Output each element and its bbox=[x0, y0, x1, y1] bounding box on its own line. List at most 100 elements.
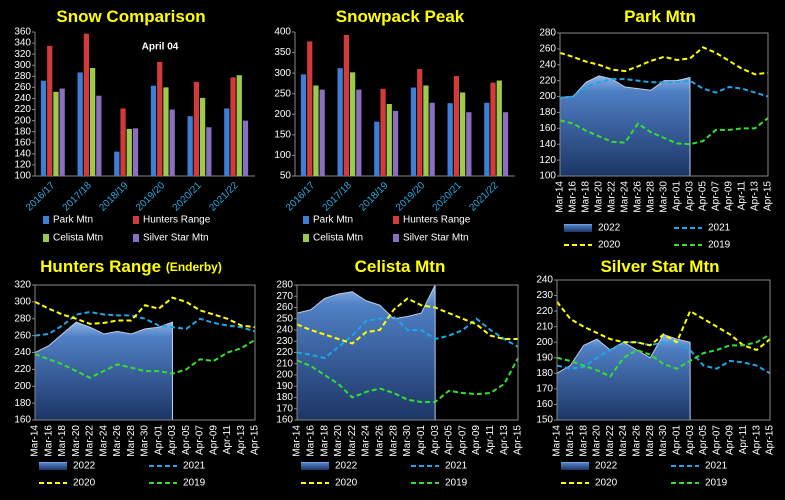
bar bbox=[313, 85, 319, 176]
y-tick-label: 170 bbox=[276, 403, 293, 414]
chart-title: Silver Star Mtn bbox=[600, 257, 719, 276]
line bbox=[559, 117, 769, 146]
title-text: Park Mtn bbox=[624, 7, 696, 26]
legend-swatch bbox=[39, 462, 67, 470]
bar bbox=[350, 72, 356, 176]
x-tick-label: Apr-01 bbox=[671, 425, 682, 455]
x-tick-label: 2017/18 bbox=[321, 180, 355, 214]
legend-swatch bbox=[303, 234, 309, 242]
legend-label: 2019 bbox=[445, 478, 468, 489]
legend-label: Park Mtn bbox=[313, 215, 353, 226]
x-tick-label: Apr-07 bbox=[711, 425, 722, 455]
bar bbox=[386, 104, 392, 176]
x-tick-label: Mar-22 bbox=[605, 425, 616, 457]
bar bbox=[417, 69, 423, 176]
x-tick-label: 2018/19 bbox=[357, 180, 391, 214]
x-tick-label: 2016/17 bbox=[284, 180, 318, 214]
title-text: Snowpack Peak bbox=[336, 7, 465, 26]
x-tick-label: Apr-09 bbox=[471, 425, 482, 455]
bar bbox=[447, 103, 453, 176]
chart-panel: Park Mtn 100 120 140 160 180 200 220 240 260 280 Ma… bbox=[539, 7, 773, 250]
x-tick-label: 2019/20 bbox=[134, 180, 168, 214]
x-tick-label: Apr-07 bbox=[457, 425, 468, 455]
x-tick-label: Apr-05 bbox=[698, 425, 709, 455]
y-tick-label: 160 bbox=[14, 137, 31, 148]
y-tick-label: 220 bbox=[536, 306, 553, 317]
y-tick-label: 280 bbox=[539, 28, 556, 39]
x-tick-label: Mar-28 bbox=[646, 181, 657, 213]
y-tick-label: 140 bbox=[539, 139, 556, 150]
legend-label: 2020 bbox=[595, 478, 618, 489]
x-tick-label: Mar-30 bbox=[402, 425, 413, 457]
x-tick-label: Mar-14 bbox=[555, 181, 566, 213]
y-tick-label: 200 bbox=[539, 91, 556, 102]
x-tick-label: Apr-11 bbox=[738, 425, 749, 455]
x-tick-label: Apr-03 bbox=[685, 425, 696, 455]
legend-label: Hunters Range bbox=[403, 215, 471, 226]
bar bbox=[496, 80, 502, 176]
x-tick-label: Apr-13 bbox=[236, 425, 247, 455]
legend-label: 2021 bbox=[445, 461, 468, 472]
x-tick-label: Mar-30 bbox=[140, 425, 151, 457]
legend-swatch bbox=[301, 462, 329, 470]
legend-label: 2019 bbox=[705, 478, 728, 489]
bar bbox=[230, 77, 236, 176]
bar bbox=[343, 34, 349, 176]
legend-swatch bbox=[43, 234, 49, 242]
y-tick-label: 180 bbox=[14, 398, 31, 409]
x-tick-label: Apr-03 bbox=[685, 181, 696, 211]
bar bbox=[187, 116, 193, 176]
bar bbox=[114, 151, 120, 176]
x-tick-label: Mar-18 bbox=[57, 425, 68, 457]
title-text: Silver Star Mtn bbox=[600, 257, 719, 276]
y-tick-label: 230 bbox=[536, 290, 553, 301]
y-tick-label: 240 bbox=[276, 325, 293, 336]
x-tick-label: Mar-24 bbox=[620, 181, 631, 213]
legend-label: 2022 bbox=[598, 223, 621, 234]
x-tick-label: 2020/21 bbox=[431, 180, 465, 214]
y-tick-label: 160 bbox=[276, 415, 293, 426]
bar bbox=[423, 85, 429, 176]
chart-title: Snowpack Peak bbox=[336, 7, 465, 26]
x-tick-label: Mar-30 bbox=[658, 425, 669, 457]
y-tick-label: 250 bbox=[274, 88, 291, 99]
bar bbox=[132, 128, 139, 176]
bar bbox=[307, 41, 313, 176]
x-tick-label: Apr-11 bbox=[485, 425, 496, 455]
legend-swatch bbox=[393, 216, 399, 224]
x-tick-label: 2020/21 bbox=[171, 180, 205, 214]
x-tick-label: Mar-22 bbox=[347, 425, 358, 457]
y-tick-label: 160 bbox=[539, 123, 556, 134]
bar bbox=[150, 85, 157, 176]
title-text: Hunters Range bbox=[40, 257, 161, 276]
bar bbox=[356, 89, 362, 176]
x-tick-label: Apr-13 bbox=[499, 425, 510, 455]
bar bbox=[236, 75, 242, 176]
y-tick-label: 260 bbox=[276, 302, 293, 313]
x-tick-label: Mar-28 bbox=[645, 425, 656, 457]
y-tick-label: 240 bbox=[536, 275, 553, 286]
y-tick-label: 260 bbox=[14, 82, 31, 93]
plot-frame bbox=[296, 284, 519, 421]
x-tick-label: Mar-16 bbox=[565, 425, 576, 457]
x-tick-label: Apr-13 bbox=[750, 181, 761, 211]
legend-label: Silver Star Mtn bbox=[143, 233, 209, 244]
legend-label: Silver Star Mtn bbox=[403, 233, 469, 244]
x-tick-label: Mar-16 bbox=[568, 181, 579, 213]
legend-label: 2020 bbox=[335, 478, 358, 489]
bar bbox=[337, 68, 343, 176]
x-tick-label: Apr-03 bbox=[167, 425, 178, 455]
y-tick-label: 160 bbox=[536, 399, 553, 410]
legend-label: Celista Mtn bbox=[53, 233, 103, 244]
legend-label: Celista Mtn bbox=[313, 233, 363, 244]
y-tick-label: 180 bbox=[536, 368, 553, 379]
bar bbox=[300, 74, 307, 176]
y-tick-label: 350 bbox=[274, 47, 291, 58]
y-tick-label: 260 bbox=[14, 330, 31, 341]
y-tick-label: 220 bbox=[14, 364, 31, 375]
y-tick-label: 180 bbox=[276, 392, 293, 403]
x-tick-label: Mar-20 bbox=[592, 425, 603, 457]
y-tick-label: 160 bbox=[14, 415, 31, 426]
y-tick-label: 360 bbox=[14, 27, 31, 38]
